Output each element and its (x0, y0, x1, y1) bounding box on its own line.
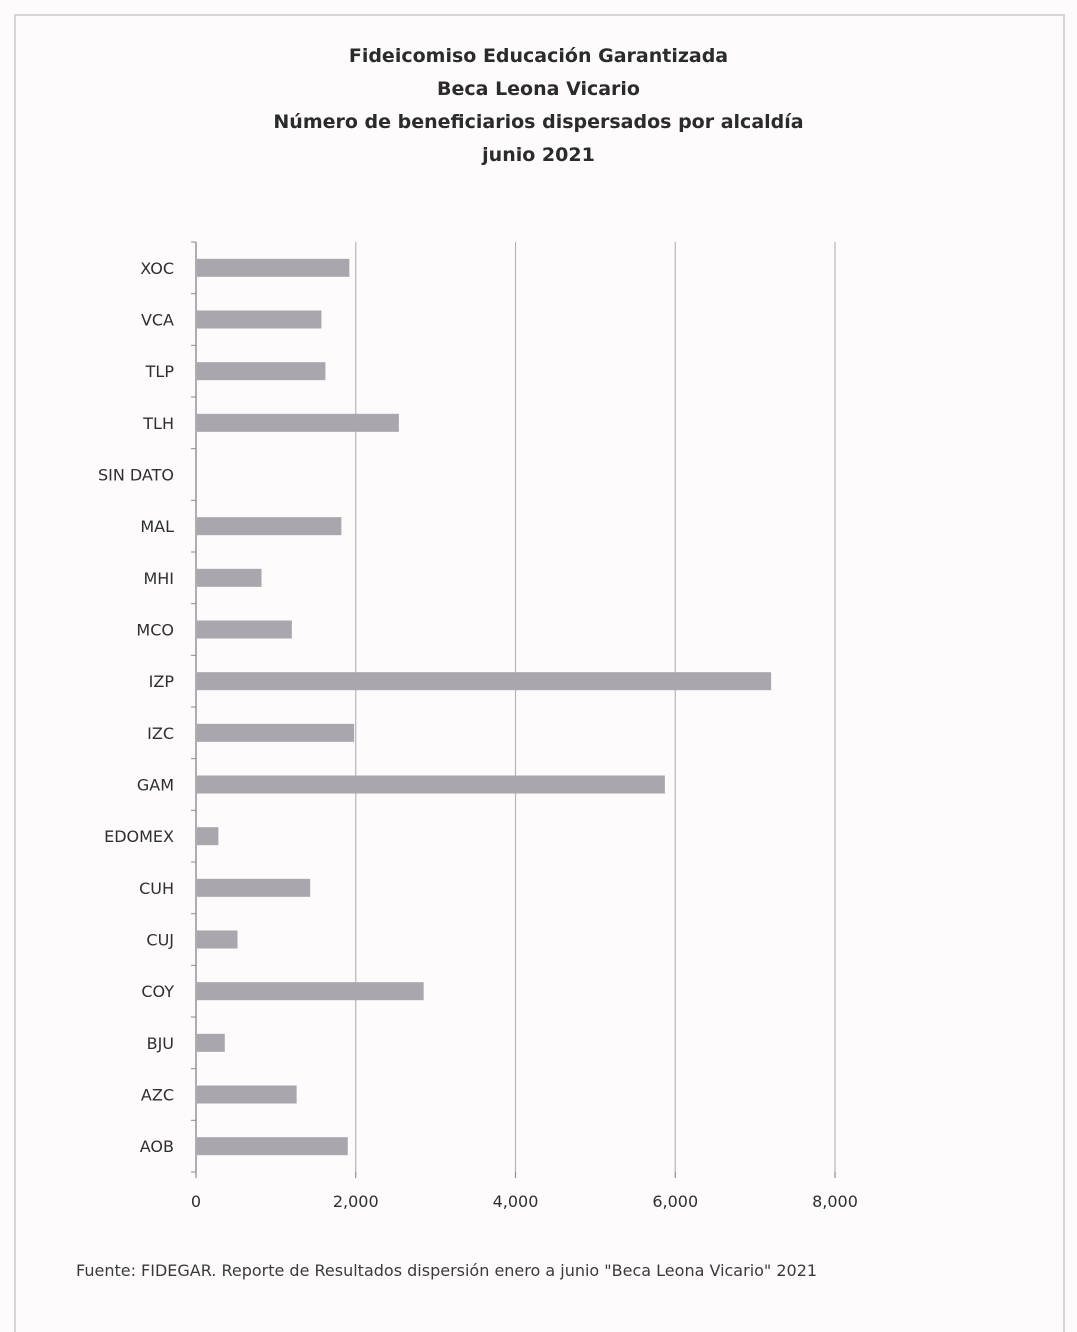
bar (197, 517, 342, 536)
source-note: Fuente: FIDEGAR. Reporte de Resultados d… (76, 1261, 818, 1280)
x-tick-label: 4,000 (493, 1192, 539, 1211)
title-line-4: junio 2021 (482, 144, 595, 166)
y-tick-label: MAL (140, 517, 174, 536)
y-tick-label: CUH (139, 879, 174, 898)
y-tick-label: GAM (137, 776, 174, 795)
bar (197, 775, 665, 794)
bar (197, 310, 322, 329)
bar (197, 723, 355, 742)
y-tick-label: MHI (143, 569, 174, 588)
y-tick-label: VCA (141, 311, 174, 330)
bar (197, 568, 262, 587)
y-tick-label: EDOMEX (104, 827, 174, 846)
x-tick-label: 2,000 (333, 1192, 379, 1211)
y-tick-label: XOC (140, 259, 174, 278)
bar (197, 982, 424, 1001)
bar (197, 672, 772, 691)
bar (197, 878, 311, 897)
bar (197, 827, 219, 846)
bar (197, 1085, 297, 1104)
bar (197, 1137, 348, 1156)
y-tick-label: COY (141, 982, 174, 1001)
y-tick-label: SIN DATO (98, 466, 174, 485)
y-tick-label: IZC (147, 724, 174, 743)
bar (197, 1033, 225, 1052)
page-frame (14, 14, 1065, 1332)
bar-chart: XOC VCA TLP TLH SIN DATO MAL MHI MCO IZP IZC GAM ED… (98, 241, 858, 1211)
y-tick-label: AOB (140, 1137, 174, 1156)
title-line-3: Número de beneficiarios dispersados por … (273, 111, 804, 133)
bar (197, 620, 292, 639)
y-tick-label: BJU (147, 1034, 174, 1053)
bar (197, 258, 350, 277)
x-tick-label: 8,000 (812, 1192, 858, 1211)
y-tick-label: TLP (145, 362, 175, 381)
y-tick-label: CUJ (146, 931, 174, 950)
chart-title: Fideicomiso Educación Garantizada Beca L… (0, 40, 1077, 172)
y-tick-label: IZP (149, 672, 175, 691)
title-line-2: Beca Leona Vicario (437, 78, 640, 100)
bar (197, 930, 238, 949)
bar (197, 413, 399, 432)
x-tick-label: 0 (191, 1192, 201, 1211)
x-tick-label: 6,000 (652, 1192, 698, 1211)
y-tick-label: TLH (142, 414, 174, 433)
y-tick-label: MCO (136, 621, 174, 640)
y-tick-label: AZC (141, 1086, 174, 1105)
title-line-1: Fideicomiso Educación Garantizada (348, 45, 729, 67)
bar (197, 362, 326, 381)
